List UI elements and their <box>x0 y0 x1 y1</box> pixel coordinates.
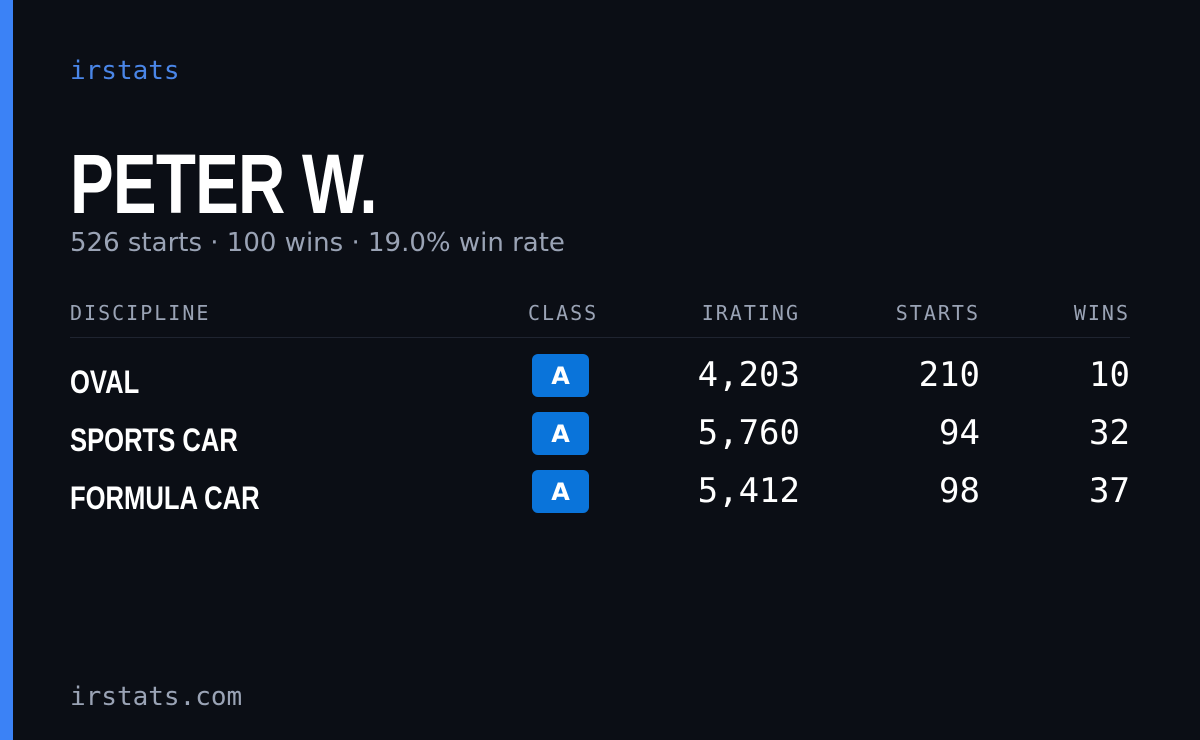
irating: 5,760 <box>697 413 800 453</box>
irating: 5,412 <box>697 471 800 511</box>
irating: 4,203 <box>697 355 800 395</box>
column-header: STARTS <box>895 301 980 325</box>
starts: 98 <box>939 471 980 511</box>
accent-bar <box>0 0 13 740</box>
column-header: CLASS <box>528 301 599 325</box>
player-name: PETER W. <box>70 137 378 231</box>
footer: irstats.com <box>70 682 243 712</box>
discipline: SPORTS CAR <box>70 422 238 458</box>
column-header: IRATING <box>701 301 800 325</box>
column-header: WINS <box>1073 301 1130 325</box>
discipline: OVAL <box>70 364 140 400</box>
starts: 210 <box>918 355 980 395</box>
wins: 37 <box>1089 471 1130 511</box>
starts: 94 <box>939 413 980 453</box>
class-badge: A <box>532 412 589 455</box>
wins: 32 <box>1089 413 1130 453</box>
divider <box>70 337 1130 338</box>
wins: 10 <box>1089 355 1130 395</box>
class-badge: A <box>532 354 589 397</box>
summary: 526 starts · 100 wins · 19.0% win rate <box>70 228 565 258</box>
column-header: DISCIPLINE <box>70 301 211 325</box>
discipline: FORMULA CAR <box>70 480 260 516</box>
class-badge: A <box>532 470 589 513</box>
brand: irstats <box>70 56 180 86</box>
